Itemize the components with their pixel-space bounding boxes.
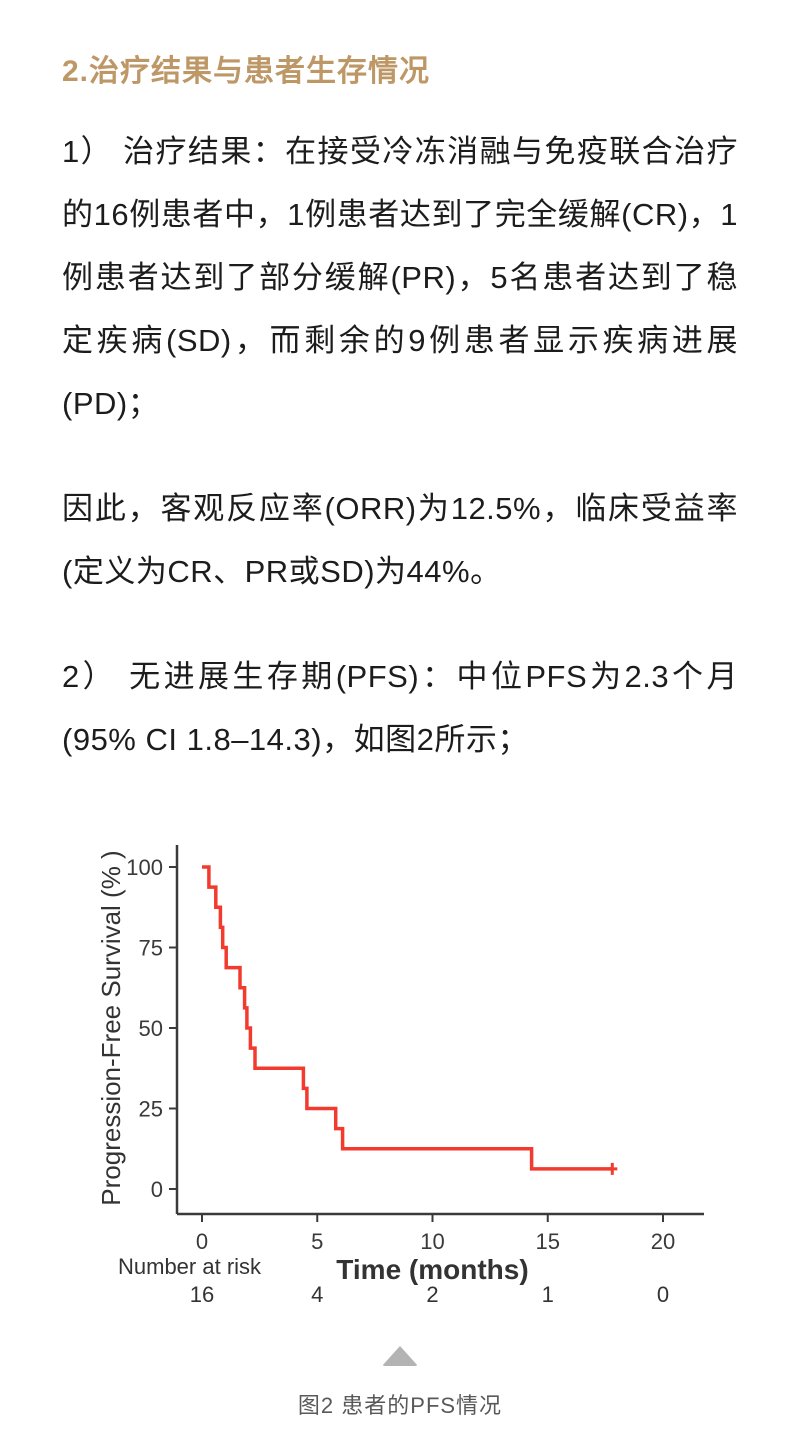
collapse-arrow-icon[interactable] xyxy=(382,1346,418,1366)
figure-pfs: 0 25 50 75 100 0 5 10 15 20 Time (months) Progressi… xyxy=(62,837,738,1320)
x-axis-title: Time (months) xyxy=(336,1254,528,1285)
x-tick-label: 15 xyxy=(536,1229,560,1254)
number-at-risk-value: 1 xyxy=(542,1282,554,1307)
article-body: 2.治疗结果与患者生存情况 1） 治疗结果：在接受冷冻消融与免疫联合治疗的16例… xyxy=(62,55,738,1320)
y-tick-label: 50 xyxy=(139,1016,163,1041)
chart-container: 0 25 50 75 100 0 5 10 15 20 Time (months) Progressi… xyxy=(90,837,738,1320)
y-tick-label: 100 xyxy=(126,855,163,880)
paragraph-pfs: 2） 无进展生存期(PFS)：中位PFS为2.3个月(95% CI 1.8–14… xyxy=(62,659,738,757)
number-at-risk-value: 2 xyxy=(426,1282,438,1307)
number-at-risk-value: 0 xyxy=(657,1282,669,1307)
x-tick-label: 0 xyxy=(196,1229,208,1254)
y-axis-title: Progression-Free Survival (% ) xyxy=(96,850,126,1205)
figure-caption: 图2 患者的PFS情况 xyxy=(297,1393,503,1418)
y-tick-label: 75 xyxy=(139,936,163,961)
y-tick-label: 25 xyxy=(139,1097,163,1122)
figure-footer: 图2 患者的PFS情况 xyxy=(0,1346,800,1420)
section-heading: 2.治疗结果与患者生存情况 xyxy=(62,55,431,88)
y-tick-label: 0 xyxy=(151,1177,163,1202)
x-tick-label: 10 xyxy=(420,1229,444,1254)
x-tick-label: 5 xyxy=(311,1229,323,1254)
number-at-risk-value: 4 xyxy=(311,1282,323,1307)
number-at-risk-label: Number at risk xyxy=(118,1254,262,1279)
paragraph-orr: 因此，客观反应率(ORR)为12.5%，临床受益率(定义为CR、PR或SD)为4… xyxy=(62,491,738,589)
pfs-curve xyxy=(202,865,613,1171)
number-at-risk-value: 16 xyxy=(190,1282,214,1307)
x-tick-label: 20 xyxy=(651,1229,675,1254)
paragraph-treatment-results: 1） 治疗结果：在接受冷冻消融与免疫联合治疗的16例患者中，1例患者达到了完全缓… xyxy=(62,134,738,421)
